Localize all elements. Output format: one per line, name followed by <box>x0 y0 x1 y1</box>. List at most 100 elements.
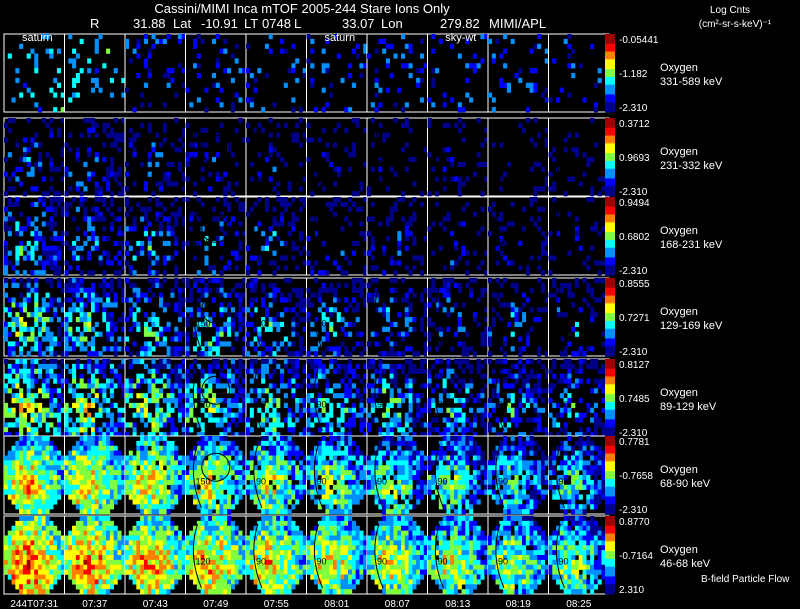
pixel <box>351 250 356 256</box>
pixel <box>136 378 141 384</box>
pixel <box>64 231 69 237</box>
pixel <box>223 494 228 500</box>
pixel <box>140 373 145 379</box>
pixel <box>136 504 141 510</box>
pixel <box>344 107 349 113</box>
pixel <box>140 92 145 98</box>
pixel <box>94 393 99 399</box>
pixel <box>272 432 277 438</box>
pixel <box>113 455 118 461</box>
pixel <box>181 312 186 318</box>
pixel <box>590 226 595 232</box>
pixel <box>227 445 232 451</box>
pixel <box>227 494 232 500</box>
pixel <box>272 270 277 276</box>
pixel <box>238 450 243 456</box>
contour-line <box>495 366 505 432</box>
pixel <box>125 38 130 45</box>
pixel <box>219 489 224 495</box>
pixel <box>393 260 398 266</box>
pixel <box>83 440 88 447</box>
pixel <box>193 43 198 49</box>
pixel <box>83 321 88 328</box>
pixel <box>227 398 232 404</box>
pixel <box>295 368 300 374</box>
panel-r4-c6: 90 <box>366 358 428 438</box>
pixel <box>181 359 186 365</box>
pixel <box>321 351 326 357</box>
pixel <box>325 152 330 158</box>
pixel <box>196 216 201 222</box>
pixel <box>121 455 126 461</box>
pixel <box>261 475 266 481</box>
pixel <box>7 465 12 471</box>
pixel <box>181 132 186 138</box>
pixel <box>109 197 114 203</box>
pixel <box>79 455 84 461</box>
pixel <box>544 307 549 313</box>
pixel <box>26 445 31 451</box>
pixel <box>321 282 326 289</box>
pixel <box>151 331 156 337</box>
pixel <box>72 378 77 384</box>
pixel <box>79 307 84 313</box>
pixel <box>556 402 561 409</box>
pixel <box>578 432 583 438</box>
pixel <box>15 317 20 323</box>
pixel <box>147 68 152 74</box>
pixel <box>261 373 266 379</box>
pixel <box>234 250 239 256</box>
pixel <box>38 351 43 357</box>
pixel <box>19 422 24 428</box>
pixel <box>166 363 171 370</box>
pixel <box>590 43 595 49</box>
pixel <box>597 176 602 182</box>
pixel <box>291 326 296 332</box>
pixel <box>49 470 54 476</box>
pixel <box>204 470 209 476</box>
pixel <box>166 504 171 510</box>
pixel <box>276 475 281 481</box>
pixel <box>64 417 69 423</box>
pixel <box>155 331 160 337</box>
pixel <box>90 417 96 423</box>
pixel <box>336 197 341 203</box>
pixel <box>264 432 269 438</box>
pixel <box>185 479 190 486</box>
pixel <box>90 388 96 394</box>
pixel <box>431 321 436 328</box>
pixel <box>26 250 31 256</box>
pixel <box>56 132 62 138</box>
pixel <box>385 326 390 332</box>
pixel <box>26 378 31 384</box>
pixel <box>174 326 179 332</box>
pixel <box>488 351 493 357</box>
pixel <box>227 186 232 192</box>
column-overlay-label: saturn <box>324 32 355 44</box>
pixel <box>143 58 148 64</box>
panel-r5-c4: 90 <box>245 435 307 515</box>
pixel <box>533 142 538 148</box>
pixel <box>26 161 31 168</box>
pixel <box>488 92 493 98</box>
pixel <box>136 292 141 298</box>
pixel <box>117 147 122 153</box>
pixel <box>484 250 489 256</box>
pixel <box>125 484 130 490</box>
pixel <box>41 509 46 515</box>
pixel <box>491 211 496 217</box>
pixel <box>151 250 156 256</box>
pixel <box>174 147 179 153</box>
pixel <box>370 407 375 413</box>
pixel <box>272 102 277 108</box>
pixel <box>261 436 266 442</box>
pixel <box>563 363 568 370</box>
pixel <box>166 221 171 227</box>
pixel <box>578 346 583 352</box>
pixel <box>264 440 269 447</box>
pixel <box>230 484 235 490</box>
pixel <box>461 359 466 365</box>
pixel <box>151 359 156 365</box>
contour-label: 90 <box>377 399 387 409</box>
